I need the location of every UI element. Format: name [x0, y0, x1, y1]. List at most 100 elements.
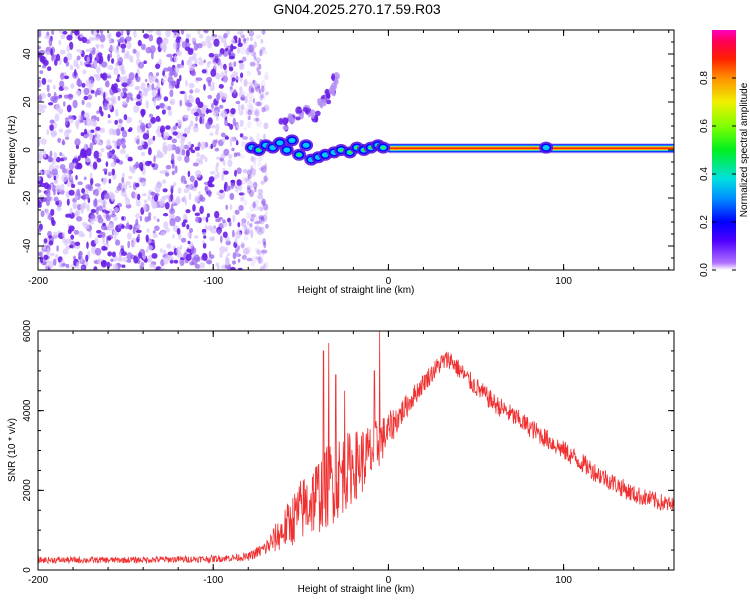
noise-blob: [223, 33, 228, 39]
noise-blob: [225, 204, 228, 210]
noise-blob: [238, 103, 241, 112]
noise-blob: [76, 123, 79, 130]
noise-blob: [126, 41, 132, 49]
noise-blob: [126, 259, 132, 263]
noise-blob: [48, 37, 53, 47]
noise-blob: [248, 212, 252, 220]
noise-blob: [46, 129, 50, 136]
noise-blob: [127, 156, 133, 161]
noise-blob: [84, 157, 91, 163]
noise-blob: [246, 92, 249, 98]
noise-blob: [142, 133, 150, 140]
noise-blob: [78, 230, 84, 238]
noise-blob: [145, 78, 148, 83]
noise-blob: [55, 53, 61, 62]
noise-blob: [53, 175, 57, 181]
noise-blob: [90, 129, 95, 133]
colorbar: 0.0 0.2 0.4 0.6 0.8 Normalized spectral ampl…: [699, 30, 750, 277]
noise-blob: [170, 56, 173, 62]
noise-blob: [176, 50, 183, 57]
noise-blob: [257, 70, 262, 76]
noise-blob: [208, 250, 212, 257]
trail-blob: [297, 109, 303, 114]
noise-blob: [126, 30, 131, 33]
noise-blob: [137, 234, 141, 239]
noise-blob: [98, 56, 102, 65]
noise-blob: [256, 132, 260, 141]
noise-blob: [53, 179, 59, 184]
noise-blob: [38, 151, 43, 160]
noise-blob: [47, 260, 54, 269]
noise-blob: [194, 146, 200, 151]
noise-blob: [209, 84, 215, 92]
noise-blob: [255, 117, 260, 122]
noise-blob: [225, 246, 228, 253]
noise-blob: [90, 213, 96, 220]
noise-blob: [89, 133, 93, 141]
noise-blob: [45, 190, 51, 197]
noise-blob: [170, 204, 174, 213]
noise-blob: [80, 203, 86, 210]
noise-blob: [115, 158, 120, 164]
x-tick-label: -100: [203, 575, 223, 586]
noise-blob: [215, 162, 220, 167]
noise-blob: [191, 37, 196, 42]
noise-blob: [205, 259, 213, 265]
noise-blob: [155, 84, 159, 91]
noise-blob: [95, 126, 101, 131]
noise-blob: [261, 85, 265, 93]
noise-blob: [221, 138, 226, 143]
noise-blob: [97, 258, 101, 265]
noise-blob: [115, 31, 121, 38]
noise-blob: [94, 247, 102, 256]
noise-blob: [263, 133, 266, 140]
noise-blob: [153, 155, 156, 163]
noise-blob: [168, 109, 173, 117]
noise-blob: [244, 180, 250, 184]
noise-blob: [155, 105, 160, 110]
trail-blob: [317, 98, 323, 104]
noise-blob: [100, 30, 104, 35]
noise-blob: [262, 214, 268, 221]
noise-blob: [187, 141, 192, 148]
noise-blob: [199, 116, 203, 124]
noise-blob: [191, 257, 198, 266]
noise-blob: [219, 252, 223, 258]
noise-blob: [55, 184, 62, 193]
noise-blob: [179, 245, 183, 250]
noise-blob: [62, 30, 68, 35]
noise-blob: [142, 193, 147, 197]
noise-blob: [257, 256, 264, 264]
noise-blob: [236, 179, 242, 186]
noise-blob: [151, 253, 158, 259]
noise-blob: [131, 241, 136, 248]
noise-blob: [205, 216, 209, 223]
noise-blob: [183, 219, 188, 223]
noise-blob: [181, 221, 186, 228]
noise-blob: [81, 82, 86, 88]
noise-blob: [206, 213, 210, 218]
noise-blob: [128, 127, 133, 132]
noise-blob: [219, 62, 223, 69]
noise-blob: [100, 260, 107, 268]
noise-blob: [197, 30, 201, 35]
noise-blob: [135, 198, 141, 207]
noise-blob: [120, 224, 125, 229]
noise-blob: [61, 174, 68, 183]
noise-blob: [100, 110, 104, 117]
noise-blob: [253, 51, 257, 60]
noise-blob: [256, 249, 261, 255]
noise-blob: [50, 48, 53, 56]
noise-blob: [253, 41, 257, 48]
noise-blob: [163, 104, 168, 111]
noise-blob: [83, 112, 90, 119]
noise-blob: [192, 125, 199, 133]
noise-blob: [85, 79, 92, 88]
noise-blob: [107, 65, 114, 70]
noise-blob: [258, 167, 264, 171]
noise-blob: [45, 51, 51, 55]
noise-blob: [82, 69, 87, 75]
noise-blob: [58, 128, 64, 133]
noise-blob: [38, 103, 43, 111]
noise-blob: [237, 47, 240, 54]
